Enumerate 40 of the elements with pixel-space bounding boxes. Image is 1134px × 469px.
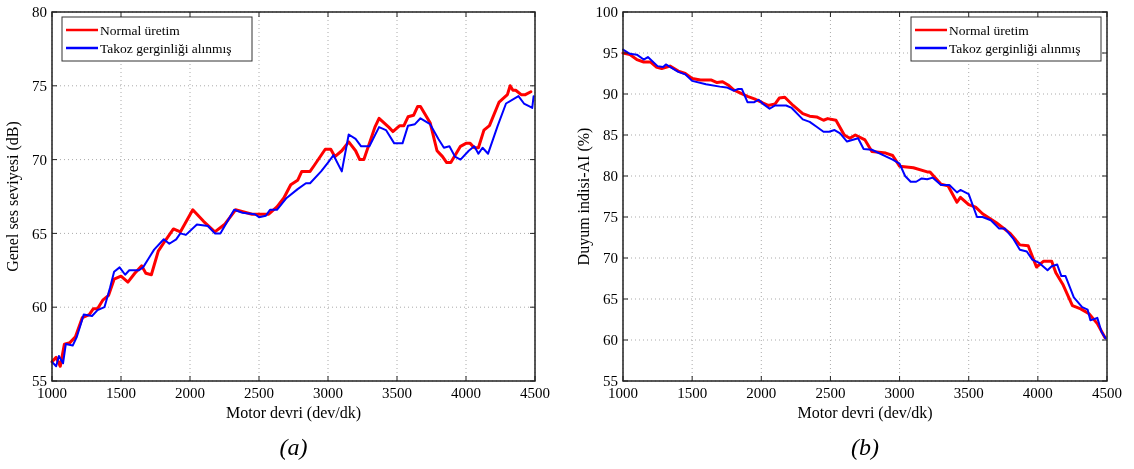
x-tick-label: 3000 bbox=[313, 385, 343, 401]
x-axis-title: Motor devri (dev/dk) bbox=[797, 404, 933, 422]
legend-label: Takoz gerginliği alınmış bbox=[949, 40, 1081, 56]
y-tick-label: 75 bbox=[32, 78, 47, 95]
text: (a) bbox=[279, 434, 308, 460]
y-tick-label: 85 bbox=[603, 127, 618, 144]
x-tick-label: 1500 bbox=[106, 385, 136, 401]
y-tick-label: 95 bbox=[603, 45, 618, 62]
x-tick-label: 3000 bbox=[884, 385, 915, 401]
y-tick-label: 75 bbox=[603, 209, 618, 226]
y-axis-title: Genel ses seviyesi (dB) bbox=[4, 121, 22, 272]
y-tick-label: 65 bbox=[603, 291, 618, 308]
legend-label: Normal üretim bbox=[949, 22, 1030, 38]
y-tick-label: 65 bbox=[32, 225, 47, 242]
y-tick-label: 60 bbox=[603, 332, 618, 349]
x-axis-title: Motor devri (dev/dk) bbox=[225, 404, 362, 422]
x-tick-label: 1000 bbox=[608, 385, 638, 401]
x-tick-label: 1000 bbox=[37, 385, 67, 401]
y-tick-label: 100 bbox=[595, 4, 618, 21]
y-tick-label: 60 bbox=[32, 299, 47, 316]
y-tick-label: 70 bbox=[603, 250, 618, 267]
x-tick-label: 4500 bbox=[520, 385, 550, 401]
x-tick-label: 2500 bbox=[815, 385, 846, 401]
x-tick-label: 2000 bbox=[175, 385, 205, 401]
x-tick-label: 3500 bbox=[382, 385, 412, 401]
y-axis-title: Duyum indisi-AI (%) bbox=[575, 127, 593, 266]
legend-label: Normal üretim bbox=[100, 22, 181, 38]
x-tick-label: 1500 bbox=[677, 385, 708, 401]
y-tick-label: 80 bbox=[603, 168, 618, 185]
text: (b) bbox=[851, 434, 879, 460]
x-tick-label: 4000 bbox=[1022, 385, 1053, 401]
x-tick-label: 2000 bbox=[746, 385, 777, 401]
x-tick-label: 2500 bbox=[244, 385, 274, 401]
x-tick-label: 4500 bbox=[1092, 385, 1122, 401]
x-tick-label: 4000 bbox=[451, 385, 481, 401]
y-tick-label: 80 bbox=[32, 4, 47, 21]
y-tick-label: 70 bbox=[32, 151, 47, 168]
y-tick-label: 90 bbox=[603, 86, 618, 103]
legend-label: Takoz gerginliği alınmış bbox=[100, 40, 232, 56]
x-tick-label: 3500 bbox=[953, 385, 984, 401]
